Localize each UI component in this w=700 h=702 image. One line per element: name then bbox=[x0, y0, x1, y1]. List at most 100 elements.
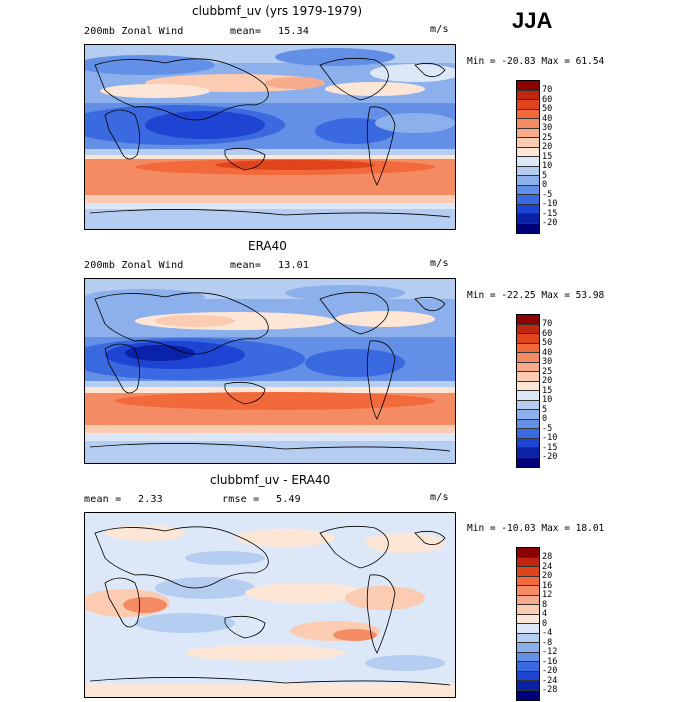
colorbar-tick-label: -5 bbox=[542, 189, 553, 200]
panel-2-colorbar-swatch bbox=[517, 324, 539, 334]
colorbar-tick-label: -10 bbox=[542, 199, 558, 209]
panel-3-map-plot bbox=[85, 513, 455, 697]
panel-2-colorbar-swatch bbox=[517, 438, 539, 448]
colorbar-tick-label: 5 bbox=[542, 170, 548, 181]
panel-2-mean-label: mean= bbox=[230, 260, 262, 271]
panel-2-colorbar-swatch bbox=[517, 429, 539, 439]
panel-2-colorbar-swatch bbox=[517, 400, 539, 410]
colorbar-tick-label: 60 bbox=[542, 94, 553, 105]
panel-3-colorbar-swatch bbox=[517, 643, 539, 653]
colorbar-tick-label: 20 bbox=[542, 376, 553, 386]
colorbar-tick-label: 12 bbox=[542, 590, 553, 600]
panel-2-title: ERA40 bbox=[248, 239, 287, 253]
colorbar-tick-label: -16 bbox=[542, 656, 558, 667]
panel-3-units: m/s bbox=[430, 492, 449, 503]
colorbar-tick-label: 30 bbox=[542, 357, 553, 367]
panel-1-colorbar-swatch bbox=[517, 185, 539, 195]
panel-1-colorbar-swatch bbox=[517, 214, 539, 224]
panel-2-colorbar-swatch bbox=[517, 372, 539, 382]
panel-1-colorbar-swatch bbox=[517, 176, 539, 186]
colorbar-tick-label: -20 bbox=[542, 666, 558, 676]
colorbar-tick-label: 0 bbox=[542, 414, 548, 424]
colorbar-tick-label: 30 bbox=[542, 123, 553, 133]
panel-1-colorbar-swatch bbox=[517, 100, 539, 110]
colorbar-tick-label: 50 bbox=[542, 338, 553, 348]
colorbar-tick-label: 70 bbox=[542, 85, 553, 95]
panel-2-colorbar-swatch bbox=[517, 457, 539, 467]
panel-1-colorbar-swatch bbox=[517, 147, 539, 157]
panel-3-colorbar-swatch bbox=[517, 681, 539, 691]
panel-3-colorbar-swatch bbox=[517, 624, 539, 634]
panel-1-units: m/s bbox=[430, 24, 449, 35]
panel-1-colorbar-labels: 70 60 50 40 30 25 20 15 10 5 0 -5 -10 -1… bbox=[542, 85, 572, 235]
panel-1-colorbar-swatch bbox=[517, 195, 539, 205]
panel-2-map bbox=[84, 278, 456, 464]
panel-3-colorbar-swatch bbox=[517, 548, 539, 558]
panel-3-colorbar-swatch bbox=[517, 662, 539, 672]
panel-2-colorbar-swatch bbox=[517, 410, 539, 420]
panel-3-colorbar-swatch bbox=[517, 633, 539, 643]
panel-3-rmse-label: rmse = bbox=[222, 494, 260, 505]
colorbar-tick-label: -4 bbox=[542, 628, 553, 638]
colorbar-tick-label: 0 bbox=[542, 180, 548, 190]
colorbar-tick-label: 10 bbox=[542, 395, 553, 405]
colorbar-tick-label: -20 bbox=[542, 218, 558, 228]
panel-2-units: m/s bbox=[430, 258, 449, 269]
panel-3-colorbar-labels: 28 24 20 16 12 8 4 0 -4 -8 -12 -16 -20 -… bbox=[542, 552, 572, 702]
panel-3-mean-value: 2.33 bbox=[138, 494, 163, 505]
panel-1-colorbar-swatch bbox=[517, 166, 539, 176]
colorbar-tick-label: 16 bbox=[542, 580, 553, 591]
panel-2-colorbar-swatch bbox=[517, 381, 539, 391]
panel-3-map bbox=[84, 512, 456, 698]
panel-3-colorbar-swatch bbox=[517, 605, 539, 615]
colorbar-tick-label: 0 bbox=[542, 618, 548, 629]
panel-3-colorbar-swatch bbox=[517, 557, 539, 567]
panel-3-colorbar-swatch bbox=[517, 567, 539, 577]
colorbar-tick-label: -28 bbox=[542, 685, 558, 695]
colorbar-tick-label: -24 bbox=[542, 675, 558, 686]
colorbar-tick-label: 4 bbox=[542, 609, 548, 619]
panel-2-colorbar-swatch bbox=[517, 334, 539, 344]
panel-1-colorbar bbox=[516, 80, 540, 234]
season-label: JJA bbox=[512, 8, 553, 33]
panel-3-colorbar-swatch bbox=[517, 595, 539, 605]
colorbar-tick-label: -15 bbox=[542, 442, 558, 453]
panel-2-min-max: Min = -22.25 Max = 53.98 bbox=[467, 290, 605, 301]
panel-1-colorbar-swatch bbox=[517, 119, 539, 129]
panel-2-colorbar-labels: 70 60 50 40 30 25 20 15 10 5 0 -5 -10 -1… bbox=[542, 319, 572, 469]
panel-1-colorbar-swatch bbox=[517, 109, 539, 119]
colorbar-tick-label: -10 bbox=[542, 433, 558, 443]
colorbar-tick-label: 8 bbox=[542, 599, 548, 610]
colorbar-tick-label: -8 bbox=[542, 637, 553, 648]
colorbar-tick-label: 70 bbox=[542, 319, 553, 329]
panel-3-rmse-value: 5.49 bbox=[276, 494, 301, 505]
colorbar-tick-label: -15 bbox=[542, 208, 558, 219]
colorbar-tick-label: -20 bbox=[542, 452, 558, 462]
panel-2-colorbar-swatch bbox=[517, 315, 539, 325]
panel-2-colorbar-swatch bbox=[517, 343, 539, 353]
panel-2-mean-value: 13.01 bbox=[278, 260, 310, 271]
panel-2-map-plot bbox=[85, 279, 455, 463]
colorbar-tick-label: 24 bbox=[542, 561, 553, 572]
panel-2-colorbar bbox=[516, 314, 540, 468]
colorbar-tick-label: 28 bbox=[542, 552, 553, 562]
colorbar-tick-label: 20 bbox=[542, 571, 553, 581]
colorbar-tick-label: 40 bbox=[542, 347, 553, 358]
panel-3-colorbar-swatch bbox=[517, 576, 539, 586]
colorbar-tick-label: 5 bbox=[542, 404, 548, 415]
panel-1-colorbar-swatch bbox=[517, 128, 539, 138]
colorbar-tick-label: 25 bbox=[542, 132, 553, 143]
panel-3-colorbar-swatch bbox=[517, 671, 539, 681]
panel-3-colorbar-swatch bbox=[517, 652, 539, 662]
panel-1-colorbar-swatch bbox=[517, 90, 539, 100]
panel-2-colorbar-swatch bbox=[517, 419, 539, 429]
panel-3-colorbar-swatch bbox=[517, 586, 539, 596]
colorbar-tick-label: -5 bbox=[542, 423, 553, 434]
panel-1-field-label: 200mb Zonal Wind bbox=[84, 26, 184, 37]
panel-2-colorbar-swatch bbox=[517, 448, 539, 458]
colorbar-tick-label: 25 bbox=[542, 366, 553, 377]
colorbar-tick-label: 40 bbox=[542, 113, 553, 124]
panel-1-map bbox=[84, 44, 456, 230]
colorbar-tick-label: 60 bbox=[542, 328, 553, 339]
panel-2-colorbar-swatch bbox=[517, 391, 539, 401]
